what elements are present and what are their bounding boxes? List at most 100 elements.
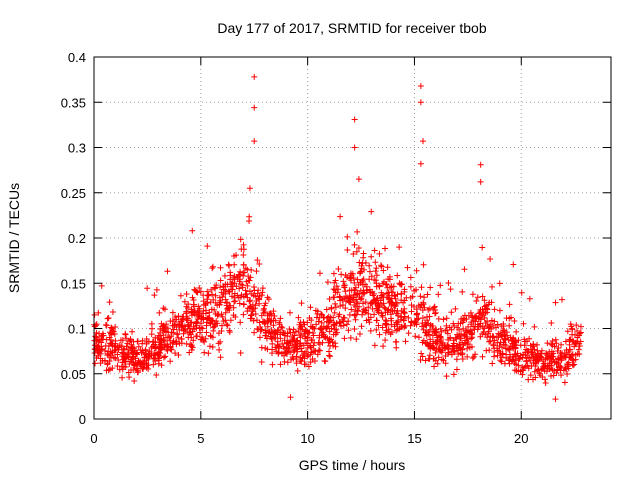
data-point-marker (339, 302, 346, 309)
data-point-marker (253, 297, 260, 304)
data-point (473, 312, 480, 319)
data-point-marker (569, 326, 576, 333)
data-point (548, 373, 555, 380)
data-point-marker (292, 328, 299, 335)
data-point-marker (307, 351, 314, 358)
data-point (512, 344, 519, 351)
data-point (240, 311, 247, 318)
data-point-marker (172, 350, 179, 357)
data-point-marker (371, 247, 378, 254)
data-point-marker (284, 339, 291, 346)
data-point-marker (310, 332, 317, 339)
data-point (155, 332, 162, 339)
data-point-marker (379, 313, 386, 320)
data-point-marker (226, 262, 233, 269)
data-point (477, 306, 484, 313)
data-point-marker (185, 301, 192, 308)
data-point (158, 362, 165, 369)
data-point (484, 334, 491, 341)
data-point (371, 276, 378, 283)
data-point-marker (226, 289, 233, 296)
data-point (512, 338, 519, 345)
data-point-marker (461, 333, 468, 340)
data-point (105, 315, 112, 322)
data-point-marker (373, 295, 380, 302)
data-point-marker (541, 367, 548, 374)
data-point (316, 347, 323, 354)
data-point (499, 350, 506, 357)
data-point (544, 364, 551, 371)
data-point-marker (456, 326, 463, 333)
data-point (377, 297, 384, 304)
data-point (206, 343, 213, 350)
data-point-marker (544, 364, 551, 371)
data-point (380, 300, 387, 307)
data-point-marker (240, 261, 247, 268)
data-point-marker (183, 316, 190, 323)
data-point-marker (158, 362, 165, 369)
data-point (216, 294, 223, 301)
data-point-marker (441, 344, 448, 351)
data-point-marker (477, 333, 484, 340)
data-point-marker (193, 318, 200, 325)
data-point (338, 323, 345, 330)
data-point (169, 322, 176, 329)
data-point (307, 351, 314, 358)
data-point-marker (123, 343, 130, 350)
data-point (91, 311, 98, 318)
data-point-marker (93, 342, 100, 349)
data-point-marker (552, 396, 559, 403)
data-point (537, 353, 544, 360)
data-point (463, 337, 470, 344)
data-point (489, 283, 496, 290)
data-point-marker (217, 354, 224, 361)
data-point (135, 343, 142, 350)
data-point-marker (360, 300, 367, 307)
data-point (216, 301, 223, 308)
data-point-marker (152, 334, 159, 341)
data-point (382, 245, 389, 252)
data-point (511, 317, 518, 324)
data-point (246, 185, 253, 192)
data-point (315, 339, 322, 346)
data-point (332, 304, 339, 311)
data-point-marker (324, 315, 331, 322)
data-point (528, 353, 535, 360)
data-point (413, 286, 420, 293)
data-point-marker (346, 311, 353, 318)
data-point (384, 284, 391, 291)
data-point (530, 359, 537, 366)
data-point (246, 277, 253, 284)
data-point (412, 333, 419, 340)
data-point (348, 306, 355, 313)
data-point (211, 306, 218, 313)
data-point-marker (566, 337, 573, 344)
data-point (193, 318, 200, 325)
data-point-marker (372, 268, 379, 275)
data-point-marker (330, 270, 337, 277)
data-point (477, 320, 484, 327)
data-point-marker (498, 354, 505, 361)
data-point (530, 341, 537, 348)
data-point-marker (401, 288, 408, 295)
data-point-marker (217, 338, 224, 345)
data-point (518, 289, 525, 296)
data-point-marker (228, 283, 235, 290)
data-point-marker (341, 295, 348, 302)
data-point (183, 291, 190, 298)
data-point-marker (216, 301, 223, 308)
data-point-marker (169, 322, 176, 329)
data-point-marker (251, 329, 258, 336)
data-point (331, 294, 338, 301)
data-point-marker (340, 282, 347, 289)
data-point (571, 343, 578, 350)
data-point (506, 347, 513, 354)
data-point (177, 292, 184, 299)
data-point-marker (264, 346, 271, 353)
data-point (176, 340, 183, 347)
data-point-marker (346, 275, 353, 282)
data-point-marker (517, 342, 524, 349)
data-point (196, 313, 203, 320)
data-point (354, 307, 361, 314)
data-point-marker (402, 322, 409, 329)
